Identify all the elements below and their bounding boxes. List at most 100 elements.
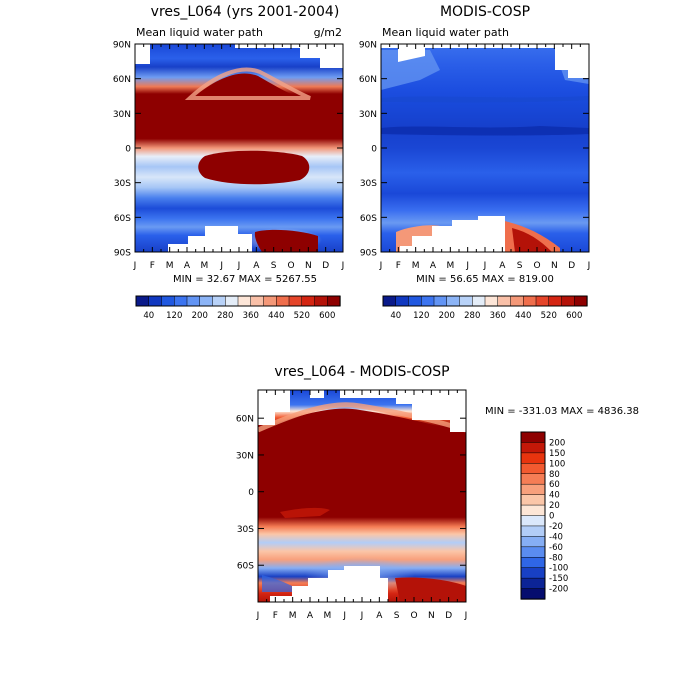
lat-tick-label: 60N <box>359 75 377 85</box>
colorbar-model: 40 120 200 280 360 440 520 600 <box>135 295 341 321</box>
colorbar-swatch <box>174 295 188 307</box>
month-tick-label: D <box>445 611 452 621</box>
month-tick-label: J <box>342 611 346 621</box>
colorbar-label: 40 <box>143 311 154 321</box>
colorbar-swatch <box>520 546 546 558</box>
colorbar-diff: 200150100806040200-20-40-60-80-100-150-2… <box>520 431 568 600</box>
colorbar-swatch <box>250 295 265 307</box>
lat-tick-label: 90N <box>113 41 131 51</box>
lat-tick-label: 60S <box>360 214 377 224</box>
colorbar-swatch <box>520 473 546 485</box>
month-tick-label: S <box>394 611 400 621</box>
colorbar-swatch <box>433 295 448 307</box>
colorbar-swatch <box>520 567 546 579</box>
colorbar-swatch <box>408 295 422 307</box>
colorbar-swatch <box>186 295 201 307</box>
lat-tick-label: 30N <box>113 110 131 120</box>
lat-tick-label: 0 <box>125 145 131 155</box>
lat-tick-label: 30S <box>360 179 377 189</box>
colorbar-label: 440 <box>515 311 531 321</box>
month-tick-label: A <box>307 611 314 621</box>
colorbar-swatch <box>561 295 575 307</box>
month-tick-label: J <box>360 611 364 621</box>
panel-title: vres_L064 - MODIS-COSP <box>274 364 449 380</box>
month-tick-label: D <box>322 261 329 271</box>
month-tick-label: A <box>430 261 437 271</box>
panel-title: MODIS-COSP <box>440 4 530 20</box>
colorbar-label: 0 <box>549 512 554 522</box>
colorbar-label: 60 <box>549 480 560 490</box>
month-tick-label: A <box>184 261 191 271</box>
colorbar-label: 200 <box>192 311 208 321</box>
month-tick-label: A <box>499 261 506 271</box>
colorbar-swatch <box>523 295 537 307</box>
colorbar-label: 100 <box>549 459 565 469</box>
colorbar-swatch <box>472 295 486 307</box>
panel-left-label: Mean liquid water path <box>382 26 509 39</box>
lat-tick-label: 90S <box>360 249 377 259</box>
colorbar-swatch <box>520 452 546 464</box>
month-tick-label: M <box>446 261 454 271</box>
month-tick-label: N <box>551 261 558 271</box>
month-tick-label: M <box>323 611 331 621</box>
lat-tick-label: 60S <box>114 214 131 224</box>
month-tick-label: J <box>219 261 223 271</box>
month-tick-label: S <box>517 261 523 271</box>
colorbar-label: 360 <box>243 311 259 321</box>
panel-units-label: g/m2 <box>314 26 342 39</box>
colorbar-swatch <box>161 295 175 307</box>
colorbar-swatch <box>520 483 546 496</box>
month-tick-label: F <box>150 261 155 271</box>
month-tick-label: M <box>289 611 297 621</box>
month-tick-label: A <box>376 611 383 621</box>
colorbar-frame <box>135 295 341 307</box>
colorbar-swatch <box>382 295 397 307</box>
month-tick-label: J <box>379 261 383 271</box>
panel-stats: MIN = 56.65 MAX = 819.00 <box>416 274 554 285</box>
month-tick-label: N <box>305 261 312 271</box>
colorbar-swatch <box>301 295 316 307</box>
lat-tick-label: 30N <box>359 110 377 120</box>
month-tick-label: J <box>237 261 241 271</box>
month-tick-label: J <box>133 261 137 271</box>
lat-tick-label: 0 <box>371 145 377 155</box>
month-tick-label: A <box>253 261 260 271</box>
colorbar-swatch <box>520 494 546 506</box>
lat-tick-label: 60S <box>237 562 254 572</box>
colorbar-label: 40 <box>390 311 401 321</box>
colorbar-swatch <box>148 295 163 307</box>
lat-tick-label: 90S <box>114 249 131 259</box>
colorbar-label: 200 <box>549 438 565 448</box>
lat-tick-label: 30S <box>237 525 254 535</box>
colorbar-label: -20 <box>549 522 563 532</box>
colorbar-label: 120 <box>413 311 429 321</box>
colorbar-swatch <box>225 295 239 307</box>
colorbar-swatch <box>574 295 588 307</box>
colorbar-label: 600 <box>319 311 335 321</box>
month-tick-label: J <box>465 261 469 271</box>
colorbar-label: 200 <box>439 311 455 321</box>
month-tick-label: J <box>256 611 260 621</box>
colorbar-frame <box>382 295 588 307</box>
panel-stats: MIN = -331.03 MAX = 4836.38 <box>485 406 639 417</box>
colorbar-label: -150 <box>549 574 568 584</box>
colorbar-swatch <box>520 504 546 517</box>
colorbar-label: 360 <box>490 311 506 321</box>
month-tick-label: O <box>410 611 417 621</box>
month-tick-label: M <box>166 261 174 271</box>
month-tick-label: D <box>568 261 575 271</box>
colorbar-swatch <box>520 442 546 454</box>
month-tick-label: M <box>412 261 420 271</box>
month-tick-label: J <box>341 261 345 271</box>
month-tick-label: F <box>396 261 401 271</box>
colorbar-label: -100 <box>549 564 568 574</box>
lat-tick-label: 0 <box>248 488 254 498</box>
colorbar-swatch <box>548 295 563 307</box>
lat-tick-label: 30N <box>236 451 254 461</box>
colorbar-label: 80 <box>549 470 560 480</box>
colorbar-swatch <box>510 295 524 307</box>
colorbar-label: 520 <box>541 311 557 321</box>
